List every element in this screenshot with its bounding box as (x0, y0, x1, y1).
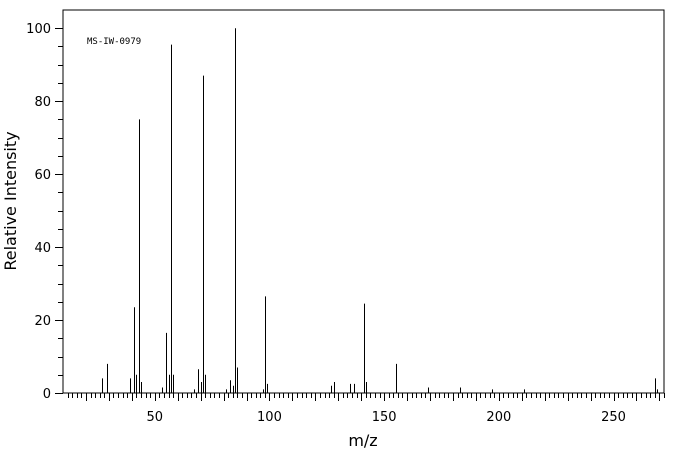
x-tick-label: 250 (601, 410, 626, 425)
x-tick-label: 100 (257, 410, 282, 425)
x-tick-label: 150 (372, 410, 397, 425)
x-tick-label: 200 (486, 410, 511, 425)
x-tick-label: 50 (146, 410, 163, 425)
y-tick-label: 100 (26, 22, 51, 37)
y-tick-label: 20 (34, 314, 51, 329)
plot-frame (62, 9, 665, 394)
y-tick-label: 60 (34, 168, 51, 183)
y-axis-ticks: 0 20 40 60 80 100 (26, 22, 63, 402)
peaks-group (102, 28, 658, 393)
x-axis-ticks: 50 100 150 200 250 (68, 393, 665, 425)
spectrum-id-annotation: MS-IW-0979 (87, 37, 141, 47)
y-tick-label: 0 (43, 387, 51, 402)
y-tick-label: 40 (34, 241, 51, 256)
y-axis-title: Relative Intensity (1, 131, 20, 270)
y-tick-label: 80 (34, 95, 51, 110)
x-axis-title: m/z (348, 431, 377, 450)
